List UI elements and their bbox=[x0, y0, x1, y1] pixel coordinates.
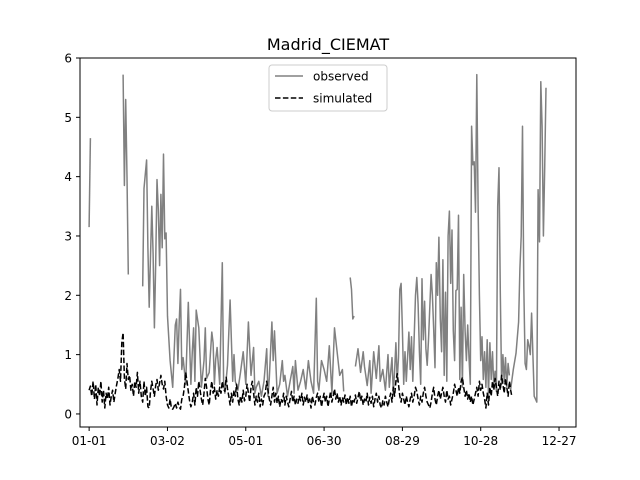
x-tick-label: 06-30 bbox=[307, 434, 342, 448]
x-tick-label: 05-01 bbox=[228, 434, 263, 448]
y-tick-label: 1 bbox=[64, 348, 72, 362]
legend-label-simulated: simulated bbox=[313, 92, 372, 106]
axes-frame bbox=[79, 57, 577, 428]
y-axis: 0 1 2 3 4 5 6 bbox=[64, 52, 80, 421]
x-tick-label: 08-29 bbox=[385, 434, 420, 448]
y-tick-label: 5 bbox=[64, 111, 72, 125]
series-observed-line-0 bbox=[88, 138, 92, 228]
plot-area bbox=[88, 73, 547, 410]
y-tick-label: 3 bbox=[64, 229, 72, 243]
series-simulated-line-0 bbox=[88, 331, 513, 410]
series-observed-line-1 bbox=[122, 74, 130, 275]
legend: observed simulated bbox=[268, 64, 388, 112]
x-tick-label: 12-27 bbox=[542, 434, 577, 448]
y-tick-label: 2 bbox=[64, 289, 72, 303]
series-observed-line-2 bbox=[141, 153, 345, 397]
x-axis: 01-01 03-02 05-01 06-30 08-29 10-28 12-27 bbox=[72, 427, 577, 448]
x-tick-label: 10-28 bbox=[463, 434, 498, 448]
x-tick-label: 01-01 bbox=[72, 434, 107, 448]
x-tick-label: 03-02 bbox=[150, 434, 185, 448]
y-tick-label: 0 bbox=[64, 407, 72, 421]
y-tick-label: 4 bbox=[64, 170, 72, 184]
y-tick-label: 6 bbox=[64, 52, 72, 66]
chart-title: Madrid_CIEMAT bbox=[267, 35, 389, 55]
legend-label-observed: observed bbox=[313, 70, 369, 84]
series-observed-line-5 bbox=[509, 80, 547, 403]
series-observed-line-3 bbox=[349, 277, 355, 320]
